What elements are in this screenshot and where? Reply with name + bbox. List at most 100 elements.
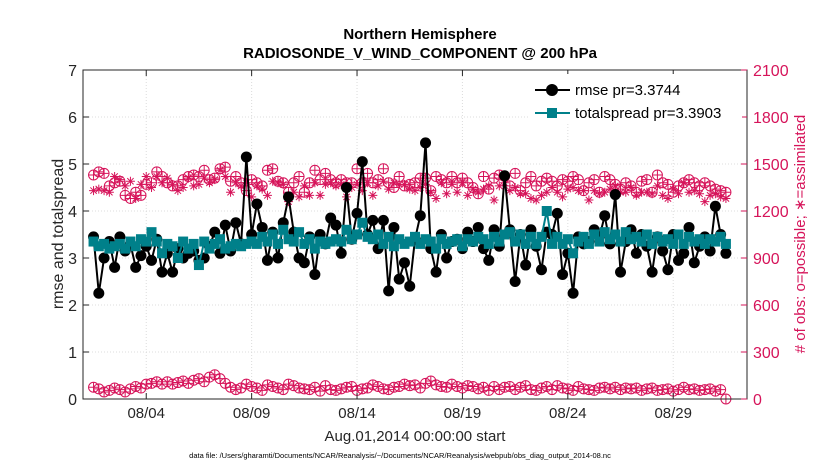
data-point-cross [446,171,457,182]
data-point [346,234,357,245]
data-point [605,184,615,194]
data-point [679,178,689,188]
data-point [520,238,531,249]
data-point [483,238,494,249]
data-point [573,236,584,247]
data-point [188,238,199,249]
data-point-cross [288,177,299,188]
data-point [352,179,362,189]
data-point [637,187,647,197]
data-point [641,229,652,240]
data-point [230,238,241,249]
data-point [694,234,705,245]
data-point [657,236,668,247]
data-point [251,198,263,210]
data-point [262,190,272,200]
data-point [210,175,220,185]
data-point [494,181,504,191]
data-point [93,241,104,252]
x-tick-label: 08/19 [444,405,482,422]
data-point [700,197,710,207]
data-point-cross [652,169,663,180]
data-point [309,243,320,254]
data-point [647,189,657,199]
data-point [467,236,478,247]
data-point [468,184,478,194]
data-point [377,214,389,226]
data-point [209,238,220,249]
data-point [93,287,105,299]
data-point [557,268,569,280]
data-point [431,193,441,203]
data-point [141,172,151,182]
data-point [414,210,426,222]
data-point [579,186,589,196]
footnote: data file: /Users/gharamti/Documents/NCA… [189,451,611,460]
y-tick-label-left: 3 [68,251,77,268]
data-point-cross [362,168,373,179]
data-point [220,172,230,182]
data-point [420,234,431,245]
data-point [273,178,283,188]
data-point [604,234,615,245]
data-point [257,231,268,242]
data-point [646,266,658,278]
data-point [146,227,157,238]
ticks: 0 1 2 3 4 5 6 7 0 300 600 900 1200 1500 1800 2100 08/04 0… [68,63,789,422]
data-point [251,238,262,249]
data-point [504,227,515,238]
data-point [662,234,673,245]
data-point-cross [352,163,363,174]
data-point-cross [641,174,652,185]
data-point [315,190,325,200]
data-point [252,181,262,191]
data-point [573,186,583,196]
data-point [462,234,473,245]
data-point [194,179,204,189]
data-point [520,259,532,271]
data-point [330,234,341,245]
data-point [457,241,468,252]
data-point [600,187,610,197]
data-point [352,229,363,240]
data-point [484,181,494,191]
data-point [615,266,627,278]
data-point [394,179,404,189]
data-point [630,247,642,259]
data-point [167,241,178,252]
y-axis-label-left: rmse and totalspread [50,159,67,309]
data-point [442,189,452,199]
data-point [404,236,415,247]
data-point [441,238,452,249]
data-point [616,187,626,197]
data-point [125,176,135,186]
data-point [336,179,346,189]
series-assimilated [89,165,731,207]
data-point [231,178,241,188]
data-point [584,195,594,205]
data-point [94,184,104,194]
data-point [288,236,299,247]
data-point [373,229,384,240]
data-point [363,178,373,188]
data-point [351,207,363,219]
data-point [283,234,294,245]
data-point-cross [525,171,536,182]
data-point [241,178,251,188]
data-point [626,234,637,245]
data-point [505,186,515,196]
data-point [478,234,489,245]
data-point-cross [589,174,600,185]
data-point [684,231,695,242]
data-point [436,234,447,245]
legend-spread-label: totalspread pr=3.3903 [575,105,721,122]
data-point-cross [378,163,389,174]
data-point [705,190,715,200]
data-point-cross [309,165,320,176]
data-point [710,189,720,199]
data-point [215,165,225,175]
data-point [399,238,410,249]
data-point [494,236,505,247]
data-point [304,234,315,245]
